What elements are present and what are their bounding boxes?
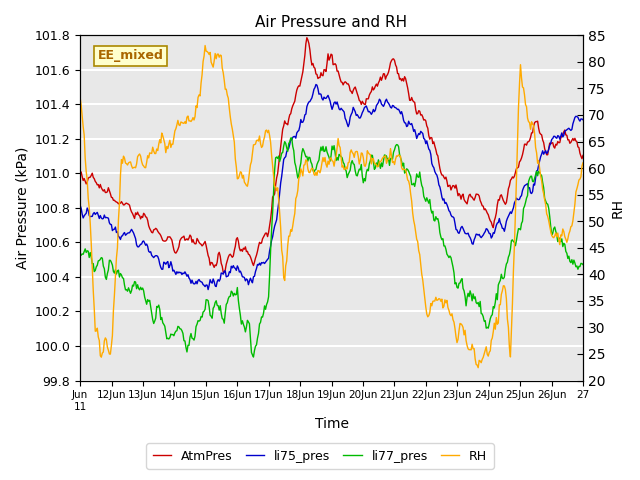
li77_pres <box>378 160 385 166</box>
RH <box>569 218 577 224</box>
li77_pres <box>350 161 358 167</box>
li75_pres <box>320 94 328 100</box>
li77_pres <box>569 261 577 267</box>
AtmPres <box>569 135 577 141</box>
Line: li77_pres: li77_pres <box>80 138 583 357</box>
li77_pres <box>490 305 498 311</box>
AtmPres <box>350 85 358 91</box>
li75_pres <box>378 101 385 107</box>
li77_pres <box>320 149 328 155</box>
RH <box>579 160 587 166</box>
li77_pres <box>288 135 296 141</box>
Line: AtmPres: AtmPres <box>80 38 583 272</box>
li75_pres <box>569 121 577 127</box>
RH <box>201 43 209 48</box>
RH <box>490 320 498 326</box>
X-axis label: Time: Time <box>314 418 349 432</box>
Text: EE_mixed: EE_mixed <box>98 49 164 62</box>
Line: li75_pres: li75_pres <box>80 84 583 289</box>
RH <box>76 95 84 101</box>
li77_pres <box>250 354 257 360</box>
AtmPres <box>303 35 310 41</box>
li75_pres <box>317 91 325 97</box>
RH <box>474 365 482 371</box>
AtmPres <box>378 77 385 83</box>
Title: Air Pressure and RH: Air Pressure and RH <box>255 15 408 30</box>
AtmPres <box>579 153 587 158</box>
li77_pres <box>317 144 325 150</box>
li75_pres <box>490 230 498 236</box>
li75_pres <box>76 203 84 208</box>
RH <box>316 170 324 176</box>
Line: RH: RH <box>80 46 583 368</box>
Y-axis label: Air Pressure (kPa): Air Pressure (kPa) <box>15 147 29 269</box>
li75_pres <box>312 82 320 87</box>
li77_pres <box>76 251 84 256</box>
AtmPres <box>320 67 328 72</box>
AtmPres <box>220 269 228 275</box>
AtmPres <box>490 218 498 224</box>
Legend: AtmPres, li75_pres, li77_pres, RH: AtmPres, li75_pres, li77_pres, RH <box>147 444 493 469</box>
li75_pres <box>579 117 587 123</box>
li75_pres <box>204 287 212 292</box>
li75_pres <box>350 107 358 113</box>
Y-axis label: RH: RH <box>611 198 625 218</box>
RH <box>349 151 357 156</box>
li77_pres <box>579 262 587 267</box>
AtmPres <box>317 70 325 75</box>
AtmPres <box>76 170 84 176</box>
RH <box>376 159 384 165</box>
RH <box>319 155 327 160</box>
